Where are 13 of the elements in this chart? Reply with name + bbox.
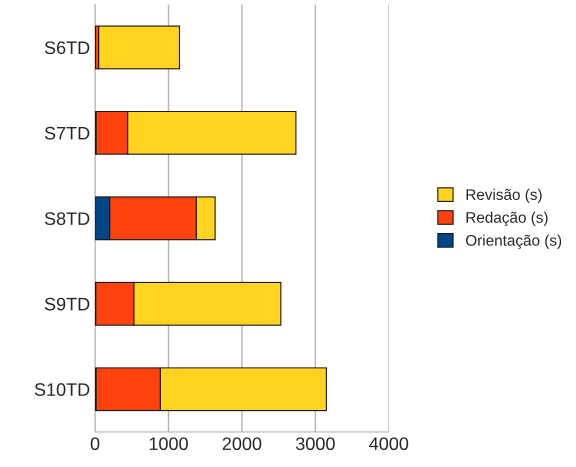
x-tick-label: 1000	[150, 437, 188, 450]
x-tick-label: 3000	[296, 437, 335, 450]
legend-label: Orientação (s)	[466, 234, 562, 249]
y-tick-label: S6TD	[44, 41, 90, 54]
legend-label: Revisão (s)	[466, 188, 542, 203]
x-tick-label: 0	[90, 437, 100, 450]
legend-label: Redação (s)	[466, 212, 548, 226]
y-tick-label: S10TD	[34, 383, 90, 396]
y-tick-label: S9TD	[44, 298, 90, 311]
y-tick-label: S7TD	[44, 126, 90, 140]
x-tick-label: 2000	[222, 437, 262, 450]
x-tick-label: 4000	[369, 437, 408, 450]
y-tick-label: S8TD	[44, 212, 90, 226]
